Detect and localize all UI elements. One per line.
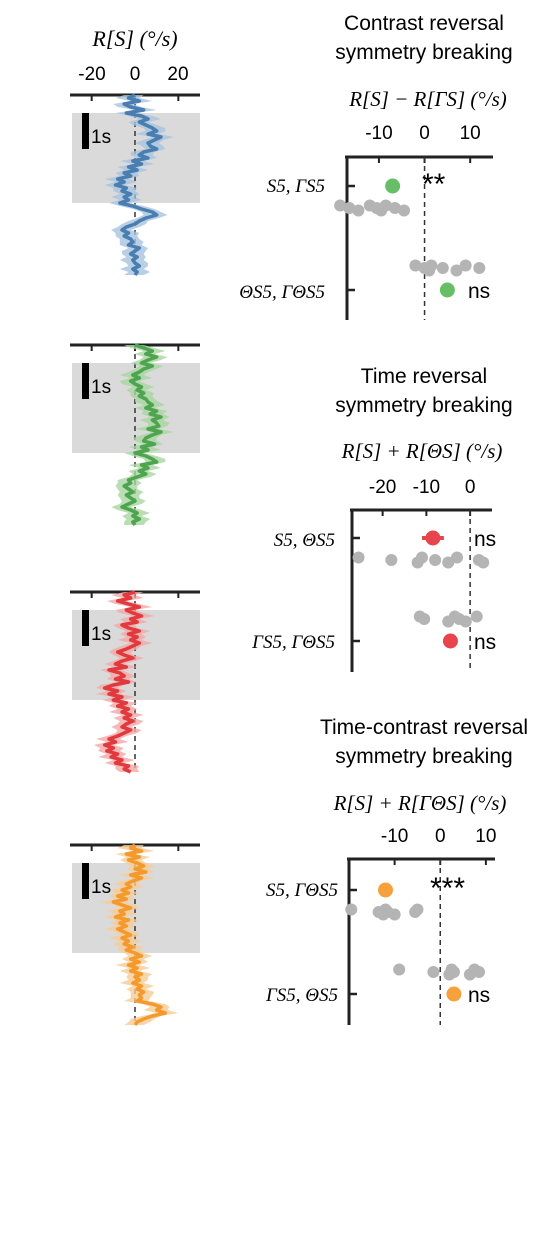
individual-point <box>450 264 463 277</box>
time-row-label: ΓS5, ΓΘS5 <box>251 632 335 653</box>
individual-point <box>352 204 365 217</box>
time-title-line2: symmetry breaking <box>335 394 512 417</box>
mean-marker <box>378 882 393 898</box>
scale-bar <box>82 610 89 646</box>
trace-panel-3: 1s <box>70 590 200 774</box>
trace-panel-4: 1s <box>70 843 200 1027</box>
scale-bar <box>82 363 89 399</box>
individual-point <box>451 551 463 564</box>
scale-bar <box>82 863 89 899</box>
individual-point <box>409 259 422 272</box>
individual-point <box>473 262 486 274</box>
x-tick-label: -10 <box>381 826 408 847</box>
time-row-label: S5, ΘS5 <box>274 530 335 551</box>
contrast-xlabel: R[S] − R[ΓS] (°/s) <box>348 87 507 111</box>
x-tick-label: 10 <box>460 123 481 144</box>
significance-label: ns <box>468 984 490 1007</box>
individual-point <box>343 202 356 214</box>
x-tick-label: -10 <box>365 123 392 144</box>
individual-point <box>418 613 431 625</box>
traces-axis-header: R[S] (°/s) -20 0 20 <box>78 26 188 85</box>
stimulus-window <box>72 610 200 700</box>
timecontrast-row-label: ΓS5, ΘS5 <box>265 985 338 1006</box>
scale-bar-label: 1s <box>91 877 111 898</box>
timecontrast-xlabel: R[S] + R[ΓΘS] (°/s) <box>333 791 507 815</box>
individual-point <box>470 610 483 623</box>
traces-tick-label: -20 <box>78 64 105 85</box>
individual-point <box>425 259 438 272</box>
mean-marker <box>446 986 462 1002</box>
x-tick-label: 0 <box>419 123 430 144</box>
individual-point <box>388 202 401 214</box>
trace-line <box>111 843 168 1027</box>
contrast-panel: Contrast reversal symmetry breaking R[S]… <box>239 12 513 320</box>
individual-point <box>398 204 411 217</box>
x-tick-label: 0 <box>465 477 476 498</box>
significance-label: *** <box>430 872 465 905</box>
individual-point <box>388 908 401 921</box>
individual-point <box>393 963 406 976</box>
x-tick-label: -10 <box>413 477 440 498</box>
individual-point <box>379 199 392 212</box>
mean-marker <box>442 633 458 649</box>
timecontrast-panel: Time-contrast reversal symmetry breaking… <box>265 716 528 1025</box>
individual-point <box>352 551 365 564</box>
individual-point <box>429 554 442 566</box>
mean-marker <box>439 282 455 298</box>
timecontrast-row-label: S5, ΓΘS5 <box>266 880 338 901</box>
traces-panels: 1s 1s 1s 1s <box>70 93 200 1027</box>
trace-panel-1: 1s <box>70 93 200 277</box>
contrast-title-line2: symmetry breaking <box>335 41 512 64</box>
scale-bar-label: 1s <box>91 377 111 398</box>
individual-point <box>385 554 398 566</box>
significance-label: ns <box>474 528 496 551</box>
contrast-row-label: S5, ΓS5 <box>267 176 325 197</box>
contrast-title-line1: Contrast reversal <box>344 12 504 35</box>
individual-point <box>473 966 486 978</box>
traces-tick-label: 20 <box>167 64 188 85</box>
timecontrast-title-line1: Time-contrast reversal <box>320 716 528 739</box>
individual-point <box>442 556 455 569</box>
trace-line <box>113 93 163 277</box>
individual-point <box>334 199 347 212</box>
individual-point <box>447 966 460 978</box>
significance-label: ns <box>468 280 490 303</box>
mean-marker <box>425 530 441 546</box>
individual-point <box>427 966 440 978</box>
trace-error-band <box>100 845 179 1025</box>
mean-marker <box>385 178 401 194</box>
time-panel: Time reversal symmetry breaking R[S] + R… <box>251 365 513 672</box>
individual-point <box>436 262 449 274</box>
contrast-row-label: ΘS5, ΓΘS5 <box>239 282 325 303</box>
scale-bar-label: 1s <box>91 127 111 148</box>
timecontrast-title-line2: symmetry breaking <box>335 745 512 768</box>
time-title-line1: Time reversal <box>361 365 487 388</box>
significance-label: ** <box>422 168 446 201</box>
scale-bar <box>82 113 89 149</box>
x-tick-label: -20 <box>369 477 396 498</box>
scale-bar-label: 1s <box>91 624 111 645</box>
significance-label: ns <box>474 631 496 654</box>
individual-point <box>477 556 490 569</box>
individual-point <box>416 551 428 564</box>
trace-line <box>102 590 144 774</box>
traces-xlabel: R[S] (°/s) <box>91 26 177 51</box>
x-tick-label: 0 <box>435 826 446 847</box>
x-tick-label: 10 <box>475 826 496 847</box>
trace-line <box>120 343 163 527</box>
individual-point <box>459 259 472 272</box>
individual-point <box>409 906 422 918</box>
trace-panel-2: 1s <box>70 343 200 527</box>
individual-point <box>459 615 472 628</box>
traces-tick-label: 0 <box>130 64 141 85</box>
individual-point <box>345 903 358 916</box>
time-xlabel: R[S] + R[ΘS] (°/s) <box>341 439 503 463</box>
